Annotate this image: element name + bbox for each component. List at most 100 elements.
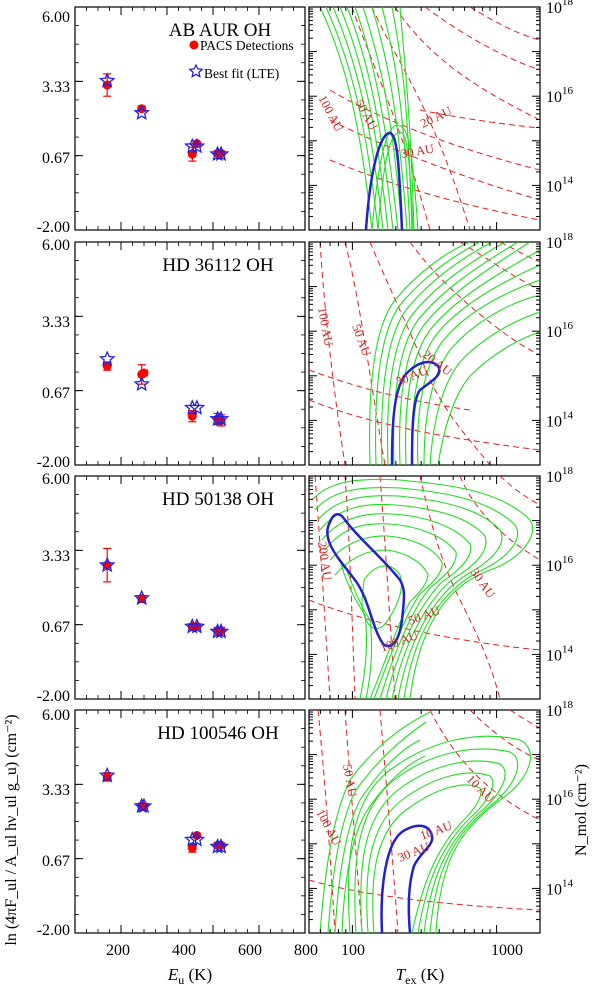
- ytick-label: 0.67: [42, 619, 70, 636]
- legend: PACS Detections Best fit (LTE): [188, 38, 294, 81]
- ytick-base: 10: [546, 647, 562, 664]
- bestfit-star: [188, 617, 206, 634]
- ytick-exponent: 18: [562, 231, 574, 243]
- detection-point: [187, 843, 197, 853]
- ytick-label: 1018: [546, 231, 574, 252]
- right-panel-1-frame: [308, 6, 541, 231]
- bestfit-star: [212, 837, 230, 854]
- radius-label: 30 AU: [468, 566, 498, 601]
- xtick-label: 600: [238, 942, 262, 959]
- left-xtick-labels: 200 400 600 800: [106, 942, 318, 959]
- x-subscript: ex: [405, 973, 416, 986]
- ytick-base: 10: [546, 89, 562, 106]
- radius-label: 100 AU: [315, 306, 336, 347]
- radius-label: 50 AU: [340, 763, 360, 798]
- detection-point: [139, 368, 149, 378]
- ytick-exponent: 14: [562, 643, 574, 655]
- legend-bestfit-marker: [188, 63, 204, 78]
- ytick-base: 10: [546, 792, 562, 809]
- right-panel-4-ticks: [309, 709, 541, 934]
- ytick-label: 3.33: [42, 548, 70, 565]
- radius-label: 50 AU: [352, 97, 380, 133]
- detection-point: [187, 411, 197, 421]
- ytick-base: 10: [546, 558, 562, 575]
- ytick-label: -2.00: [37, 922, 70, 939]
- bestfit-star: [183, 137, 201, 154]
- panel-2-points: [98, 350, 230, 427]
- ytick-base: 10: [546, 324, 562, 341]
- ytick-label: 1014: [546, 877, 574, 898]
- ytick-label: 0.67: [42, 385, 70, 402]
- radius-label: 30 AU: [400, 141, 435, 161]
- ytick-label: 1016: [546, 788, 574, 809]
- bestfit-star: [212, 410, 230, 427]
- best-fit-contour-3: [326, 513, 406, 648]
- left-ytick-labels: 6.00 3.33 0.67 -2.00 6.00 3.33 0.67 -2.0…: [37, 9, 70, 939]
- ytick-label: -2.00: [37, 454, 70, 471]
- detection-point: [187, 149, 197, 159]
- left-x-axis-title: Eu (K): [167, 965, 212, 986]
- bestfit-star: [188, 399, 206, 415]
- ytick-base: 10: [546, 235, 562, 252]
- ytick-label: 6.00: [42, 9, 70, 26]
- ytick-label: 6.00: [42, 707, 70, 724]
- ytick-exponent: 14: [562, 877, 574, 889]
- radius-curves-4: [309, 710, 540, 933]
- x-symbol: E: [167, 965, 179, 984]
- chi2-contours-2: [368, 242, 540, 465]
- right-panel-3-contours: 200 AU 30 AU 50 AU 100 AU: [309, 476, 540, 699]
- left-panel-1-ticks: [74, 6, 306, 231]
- ytick-label: 1018: [546, 0, 574, 17]
- panel-4-title: HD 100546 OH: [157, 723, 279, 744]
- bestfit-star: [98, 72, 116, 88]
- ytick-base: 10: [546, 413, 562, 430]
- ytick-exponent: 14: [562, 409, 574, 421]
- right-panel-2-contours: 100 AU 50 AU 20 AU 30 AU: [309, 242, 540, 465]
- row-3: HD 50138 OH: [74, 475, 541, 700]
- bestfit-star: [188, 830, 206, 847]
- ytick-label: 1014: [546, 174, 574, 195]
- ytick-label: 1016: [546, 320, 574, 341]
- detection-point: [102, 772, 112, 782]
- bestfit-star: [212, 145, 230, 162]
- right-panel-3-ticks: [309, 475, 541, 700]
- ytick-exponent: 16: [562, 320, 574, 332]
- radius-curves-1: [329, 7, 540, 230]
- bestfit-star: [98, 766, 116, 783]
- legend-detection-marker: [189, 40, 199, 50]
- ytick-label: 3.33: [42, 314, 70, 331]
- bestfit-star: [183, 617, 201, 634]
- radius-label: 200 AU: [315, 540, 334, 581]
- radius-label: 30 AU: [396, 839, 432, 864]
- left-panel-3-ticks: [74, 475, 306, 700]
- ytick-exponent: 18: [562, 0, 574, 8]
- row-1: AB AUR OH PACS Detections Best fit (LTE): [74, 6, 541, 231]
- ytick-base: 10: [546, 178, 562, 195]
- right-panel-1-ticks: [309, 6, 541, 231]
- bestfit-star: [212, 622, 230, 639]
- ytick-label: 3.33: [42, 782, 70, 799]
- best-fit-contour-1: [364, 131, 404, 230]
- ytick-base: 10: [546, 703, 562, 720]
- radius-labels-3: 200 AU 30 AU 50 AU 100 AU: [315, 540, 498, 654]
- chi2-contours-4: [319, 711, 531, 933]
- ytick-label: 1018: [546, 465, 574, 486]
- ytick-exponent: 14: [562, 174, 574, 186]
- radius-curves-3: [309, 476, 540, 699]
- radius-label: 50 AU: [349, 322, 373, 358]
- ytick-exponent: 16: [562, 788, 574, 800]
- ytick-base: 10: [546, 0, 562, 17]
- radius-label: 100 AU: [315, 93, 346, 134]
- panel-1-points: [98, 72, 230, 162]
- bestfit-star: [133, 375, 151, 392]
- bestfit-star: [98, 556, 116, 573]
- right-panel-3-frame: [308, 475, 541, 700]
- chi2-contours-3: [311, 478, 534, 699]
- bestfit-star: [133, 104, 151, 120]
- right-panel-2-ticks: [309, 241, 541, 466]
- x-unit: (K): [416, 965, 444, 984]
- ytick-exponent: 16: [562, 554, 574, 566]
- ytick-label: 1018: [546, 699, 574, 720]
- xtick-label: 800: [294, 942, 318, 959]
